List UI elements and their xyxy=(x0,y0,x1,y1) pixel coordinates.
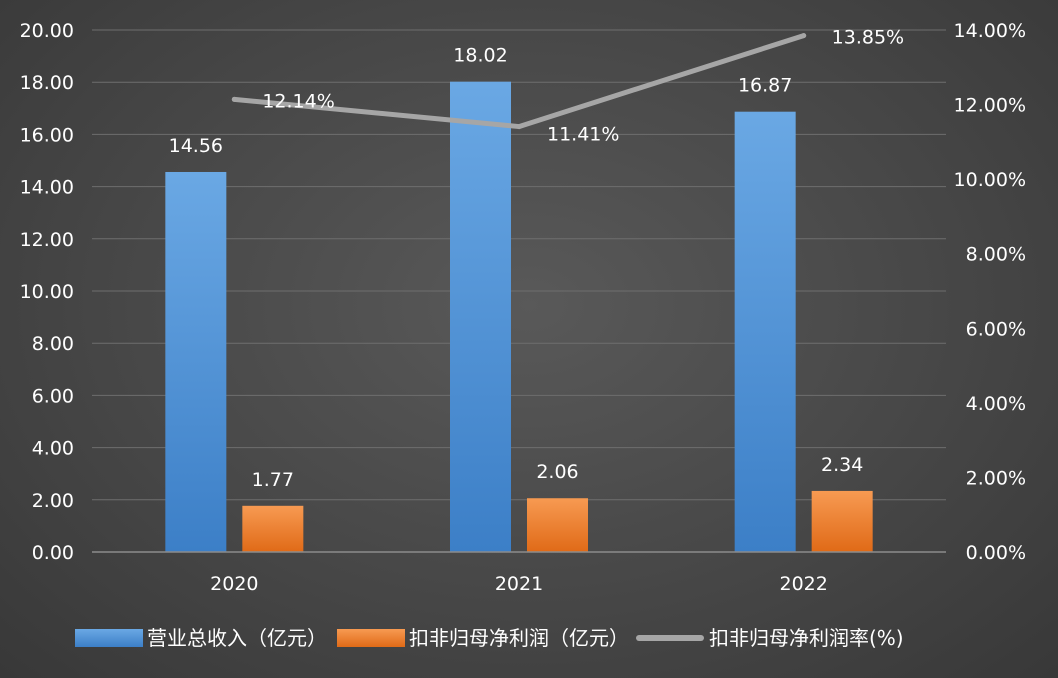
right-tick-label: 14.00% xyxy=(954,20,1026,42)
bar-value-label: 2.06 xyxy=(536,461,578,483)
x-tick-label: 2020 xyxy=(210,573,258,595)
right-tick-label: 0.00% xyxy=(966,542,1026,564)
line-point xyxy=(231,96,237,102)
bar xyxy=(527,498,588,552)
left-tick-label: 2.00 xyxy=(32,490,74,512)
bar-value-label: 18.02 xyxy=(453,45,507,67)
right-tick-label: 10.00% xyxy=(954,169,1026,191)
bar-value-label: 1.77 xyxy=(252,469,294,491)
legend: 营业总收入（亿元） 扣非归母净利润（亿元） 扣非归母净利润率(%) xyxy=(75,626,904,650)
legend-label: 扣非归母净利润（亿元） xyxy=(409,626,629,650)
legend-swatch xyxy=(75,629,143,647)
left-tick-label: 16.00 xyxy=(20,124,74,146)
gridlines xyxy=(92,29,946,553)
line-value-label: 12.14% xyxy=(262,90,334,112)
line-value-label: 11.41% xyxy=(547,124,619,146)
margin-line xyxy=(231,33,807,130)
bars xyxy=(165,81,873,553)
bar xyxy=(242,505,304,552)
right-tick-label: 6.00% xyxy=(966,318,1026,340)
line-point xyxy=(516,124,522,130)
left-tick-label: 10.00 xyxy=(20,281,74,303)
legend-swatch xyxy=(337,629,405,647)
right-tick-label: 12.00% xyxy=(954,95,1026,117)
left-tick-label: 18.00 xyxy=(20,72,74,94)
left-tick-label: 20.00 xyxy=(20,20,74,42)
bar-value-label: 2.34 xyxy=(821,454,863,476)
left-axis: 0.00 2.00 4.00 6.00 8.00 10.00 12.00 14.00 16.00… xyxy=(20,20,74,564)
left-tick-label: 14.00 xyxy=(20,177,74,199)
left-tick-label: 6.00 xyxy=(32,385,74,407)
left-tick-label: 12.00 xyxy=(20,229,74,251)
x-tick-label: 2022 xyxy=(779,573,827,595)
margin-line-path xyxy=(231,33,807,130)
bar xyxy=(811,490,873,552)
legend-label: 扣非归母净利润率(%) xyxy=(709,626,904,650)
line-value-label: 13.85% xyxy=(832,27,904,49)
bar xyxy=(165,171,227,552)
right-tick-label: 8.00% xyxy=(966,244,1026,266)
x-axis: 2020 2021 2022 xyxy=(92,551,946,595)
legend-label: 营业总收入（亿元） xyxy=(147,626,327,650)
line-point xyxy=(801,33,807,39)
right-tick-label: 2.00% xyxy=(966,467,1026,489)
bar xyxy=(734,111,796,553)
bar-value-label: 14.56 xyxy=(169,135,223,157)
left-tick-label: 4.00 xyxy=(32,438,74,460)
bar xyxy=(450,81,511,552)
right-tick-label: 4.00% xyxy=(966,393,1026,415)
right-axis: 0.00% 2.00% 4.00% 6.00% 8.00% 10.00% 12.00% 14.… xyxy=(954,20,1026,564)
left-tick-label: 8.00 xyxy=(32,333,74,355)
x-tick-label: 2021 xyxy=(495,573,543,595)
data-labels: 14.56 1.77 18.02 2.06 16.87 2.34 12.14% 11.41% 1… xyxy=(169,27,904,491)
left-tick-label: 0.00 xyxy=(32,542,74,564)
bar-value-label: 16.87 xyxy=(738,75,792,97)
